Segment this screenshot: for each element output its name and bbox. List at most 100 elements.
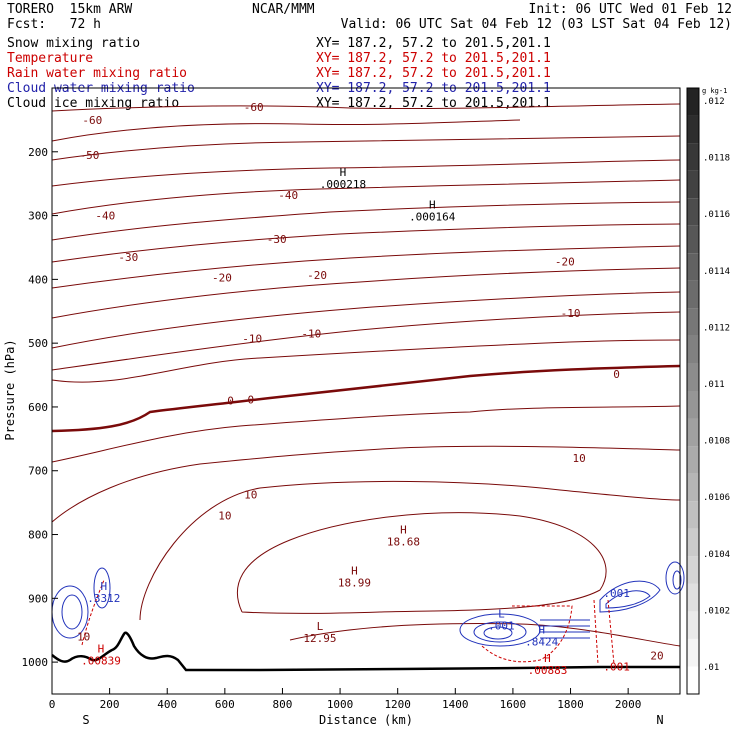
isotherm-minus-35: [51, 201, 681, 241]
colorbar-swatch: [687, 88, 699, 116]
colorbar-swatch: [687, 638, 699, 667]
extremum-letter: H: [101, 580, 108, 593]
extremum-letter: L: [317, 620, 324, 633]
colorbar-swatch: [687, 253, 699, 281]
y-tick-label: 1000: [22, 656, 49, 669]
cloud-water-contours: [51, 561, 685, 647]
cloud-water-plume-east: [599, 580, 661, 613]
isotherm-minus-60: [51, 103, 681, 112]
cloud-water-cell-west-2: [93, 567, 111, 609]
isotherm-minus-10: [51, 311, 681, 371]
isotherm-label: 0: [613, 368, 620, 381]
isotherm-label: -30: [118, 251, 138, 264]
extremum-letter: H: [429, 199, 436, 212]
y-tick-label: 600: [28, 401, 48, 414]
valid-time: Valid: 06 UTC Sat 04 Feb 12 (03 LST Sat …: [340, 17, 732, 32]
isotherm-minus-60b: [51, 119, 521, 142]
colorbar-unit: g kg-1: [702, 87, 727, 95]
colorbar-swatch: [687, 280, 699, 309]
terrain-line: [51, 631, 680, 672]
extremum-letter: H: [538, 623, 545, 636]
colorbar-swatch: [687, 391, 699, 419]
isotherm-label: -20: [212, 271, 232, 284]
y-tick-label: 300: [28, 210, 48, 223]
isotherm-plus-15: [139, 480, 681, 621]
y-tick-label: 500: [28, 337, 48, 350]
extremum-value: .001: [488, 619, 515, 632]
rain-water-east-2: [593, 599, 615, 665]
colorbar-swatch: [687, 170, 699, 199]
x-tick-label: 1000: [327, 698, 354, 711]
extremum-letter: H: [400, 523, 407, 536]
isotherm-label: -10: [242, 333, 262, 346]
isotherm-plus-5: [51, 405, 681, 463]
x-tick-label: 600: [215, 698, 235, 711]
isotherm-label: -30: [267, 233, 287, 246]
isotherm-label: 10: [573, 452, 586, 465]
colorbar-swatch: [687, 583, 699, 612]
isotherm-plus-18: [236, 512, 607, 614]
isotherm-minus-40: [51, 179, 681, 215]
field-name-rain: Rain water mixing ratio: [7, 66, 188, 81]
isotherm-minus-45: [51, 159, 681, 187]
colorbar-swatch: [687, 363, 699, 391]
colorbar-label: .0104: [703, 550, 730, 560]
endpoint-left: S: [82, 713, 89, 727]
colorbar-swatch: [687, 418, 699, 447]
field-name-snow: Snow mixing ratio: [7, 36, 141, 51]
x-tick-label: 0: [49, 698, 56, 711]
extremum-letter: L: [498, 607, 505, 620]
cloud-water-cell-east-core: [483, 626, 513, 640]
rain-water-west: [81, 579, 105, 646]
isotherm-label: 0: [247, 393, 254, 406]
isotherm-label: -50: [80, 149, 100, 162]
colorbar-swatch: [687, 446, 699, 474]
colorbar-label: .0102: [703, 606, 730, 616]
isotherm-label: -10: [561, 307, 581, 320]
isotherm-label: -60: [244, 101, 264, 114]
isotherm-label: -20: [555, 256, 575, 269]
extremum-value: .00839: [81, 655, 121, 668]
center-title: NCAR/MMM: [252, 2, 315, 17]
temperature-contours: [51, 103, 681, 647]
colorbar-swatch: [687, 611, 699, 639]
extremum-value: .3312: [87, 592, 120, 605]
x-tick-label: 400: [157, 698, 177, 711]
colorbar-label: .011: [703, 380, 725, 390]
cloud-water-cell-west-inner: [61, 594, 83, 630]
extremum-value: .000218: [320, 178, 366, 191]
colorbar-swatch: [687, 666, 699, 694]
contour-labels: -60 -60 -50 -40 -40 -30 -30 -20 -20 -20 -10 -10 -10 0…: [77, 101, 664, 677]
field-xy-temperature: XY= 187.2, 57.2 to 201.5,201.1: [316, 51, 551, 66]
extremum-letter: H: [351, 565, 358, 578]
colorbar-swatch: [687, 501, 699, 529]
isotherm-minus-15: [51, 291, 681, 349]
extremum-value: .001: [603, 660, 630, 673]
cloud-water-cell-east: [459, 613, 541, 647]
endpoint-right: N: [656, 713, 663, 727]
colorbar-label: .0114: [703, 267, 730, 277]
x-axis-title: Distance (km): [319, 713, 413, 727]
isotherm-label: -20: [307, 269, 327, 282]
isotherm-label: 10: [244, 488, 257, 501]
x-tick-label: 1200: [384, 698, 411, 711]
extremum-value: .8424: [525, 635, 558, 648]
field-xy-snow: XY= 187.2, 57.2 to 201.5,201.1: [316, 36, 551, 51]
extremum-letter: H: [98, 643, 105, 656]
x-tick-label: 1400: [442, 698, 469, 711]
extremum-value: .000164: [409, 211, 456, 224]
extremum-value: 12.95: [303, 632, 336, 645]
cloud-water-band-east: [540, 619, 590, 639]
x-tick-label: 1800: [557, 698, 584, 711]
isotherm-minus-20: [51, 267, 681, 319]
cloud-water-plume-east-2: [605, 590, 651, 609]
isotherm-label: 10: [77, 631, 90, 644]
isotherm-plus-10: [51, 445, 681, 523]
rain-water-contours: [81, 579, 615, 665]
extremum-value: .00883: [528, 664, 568, 677]
colorbar-label: .0112: [703, 323, 730, 333]
extremum-value: 18.68: [387, 535, 420, 548]
x-tick-label: 800: [273, 698, 293, 711]
colorbar-label: .0118: [703, 154, 730, 164]
isotherm-minus-30: [51, 223, 681, 263]
